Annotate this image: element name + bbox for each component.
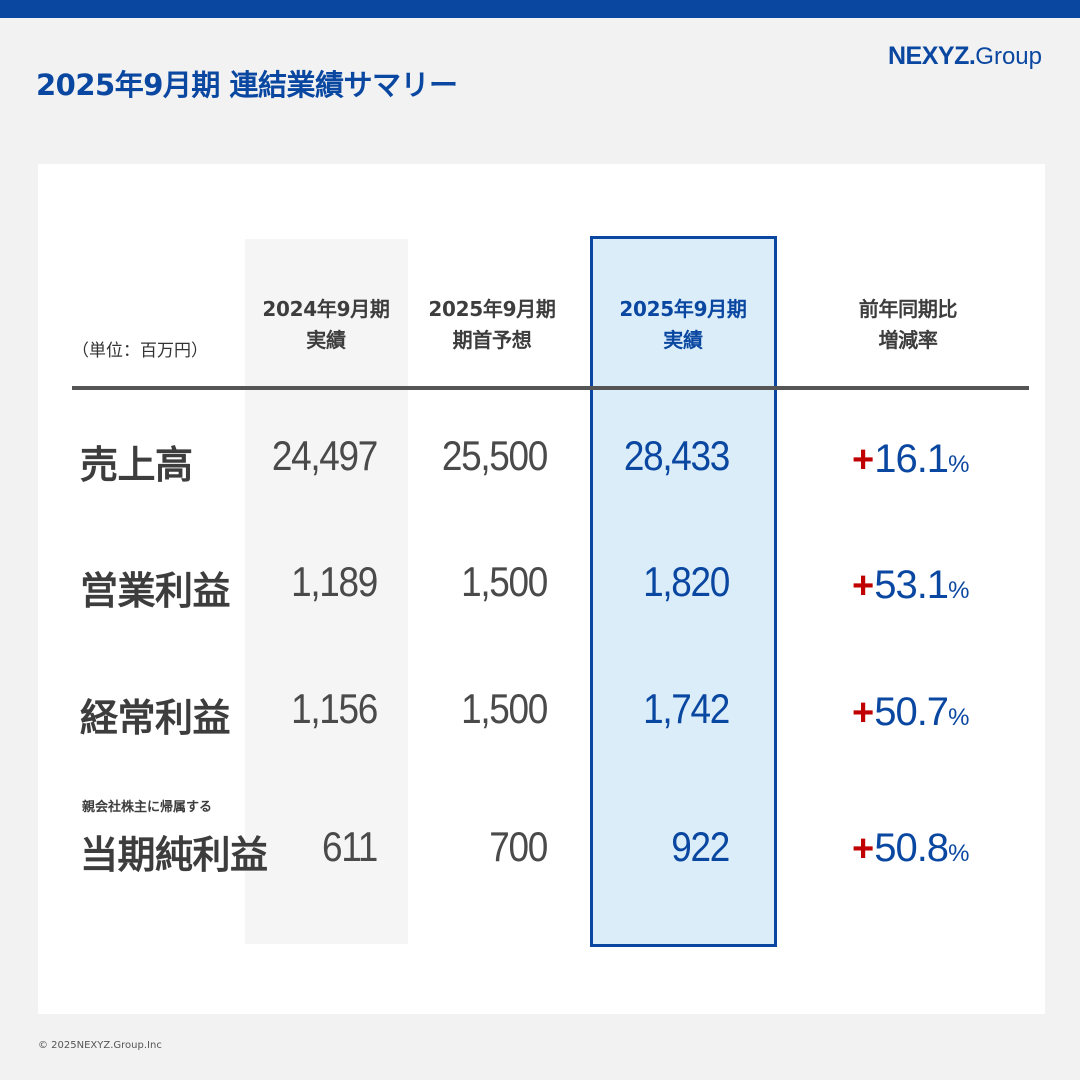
change-value: 53.1 xyxy=(874,563,949,607)
column-header-line1: 2024年9月期 xyxy=(262,297,390,321)
increase-sign: + xyxy=(852,692,875,734)
column-header-line2: 期首予想 xyxy=(452,328,532,352)
percent-sign: % xyxy=(948,704,970,731)
cell-yoy-change: +50.8% xyxy=(852,826,969,871)
cell-yoy-change: +53.1% xyxy=(852,563,969,608)
row-label-operating-income: 営業利益 xyxy=(80,569,231,613)
cell-forecast: 25,500 xyxy=(441,432,548,479)
prev-actual-column-shade xyxy=(245,239,408,944)
header-divider xyxy=(72,386,1029,390)
cell-prev-actual: 24,497 xyxy=(271,432,378,479)
unit-label: （単位：百万円） xyxy=(72,341,208,361)
current-actual-column-highlight xyxy=(590,236,777,947)
cell-current-actual: 922 xyxy=(671,823,730,870)
column-header-line2: 実績 xyxy=(306,328,346,352)
change-value: 50.7 xyxy=(874,690,949,734)
row-label-net-income: 当期純利益 xyxy=(80,833,268,877)
copyright-text: © 2025NEXYZ.Group.Inc xyxy=(38,1040,162,1051)
column-header-forecast: 2025年9月期 期首予想 xyxy=(402,294,582,356)
increase-sign: + xyxy=(852,565,875,607)
column-header-line2: 実績 xyxy=(663,328,703,352)
percent-sign: % xyxy=(948,577,970,604)
cell-forecast: 1,500 xyxy=(461,685,548,732)
change-value: 50.8 xyxy=(874,826,949,870)
logo-main-text: NEXYZ. xyxy=(888,42,976,70)
column-header-line1: 2025年9月期 xyxy=(428,297,556,321)
company-logo: NEXYZ.Group xyxy=(888,42,1042,71)
increase-sign: + xyxy=(852,439,875,481)
column-header-prev-actual: 2024年9月期 実績 xyxy=(236,294,416,356)
cell-current-actual: 1,820 xyxy=(643,558,730,605)
change-value: 16.1 xyxy=(874,437,949,481)
cell-yoy-change: +50.7% xyxy=(852,690,969,735)
cell-prev-actual: 1,156 xyxy=(291,685,378,732)
cell-yoy-change: +16.1% xyxy=(852,437,969,482)
column-header-current-actual: 2025年9月期 実績 xyxy=(593,294,773,356)
cell-prev-actual: 611 xyxy=(322,823,378,870)
column-header-line2: 増減率 xyxy=(878,328,938,352)
column-header-yoy-change: 前年同期比 増減率 xyxy=(818,294,998,356)
cell-forecast: 1,500 xyxy=(461,558,548,605)
cell-prev-actual: 1,189 xyxy=(291,558,378,605)
cell-current-actual: 28,433 xyxy=(623,432,730,479)
summary-card xyxy=(38,164,1045,1014)
cell-current-actual: 1,742 xyxy=(643,685,730,732)
row-label-net-sales: 売上高 xyxy=(80,443,193,487)
percent-sign: % xyxy=(948,840,970,867)
logo-sub-text: Group xyxy=(975,43,1042,70)
page-title: 2025年9月期 連結業績サマリー xyxy=(36,68,458,102)
cell-forecast: 700 xyxy=(489,823,548,870)
increase-sign: + xyxy=(852,828,875,870)
column-header-line1: 2025年9月期 xyxy=(619,297,747,321)
column-header-line1: 前年同期比 xyxy=(858,297,958,321)
percent-sign: % xyxy=(948,451,970,478)
row-label-ordinary-income: 経常利益 xyxy=(80,696,231,740)
top-accent-bar xyxy=(0,0,1080,18)
row-sublabel-parent-attributable: 親会社株主に帰属する xyxy=(82,800,213,815)
